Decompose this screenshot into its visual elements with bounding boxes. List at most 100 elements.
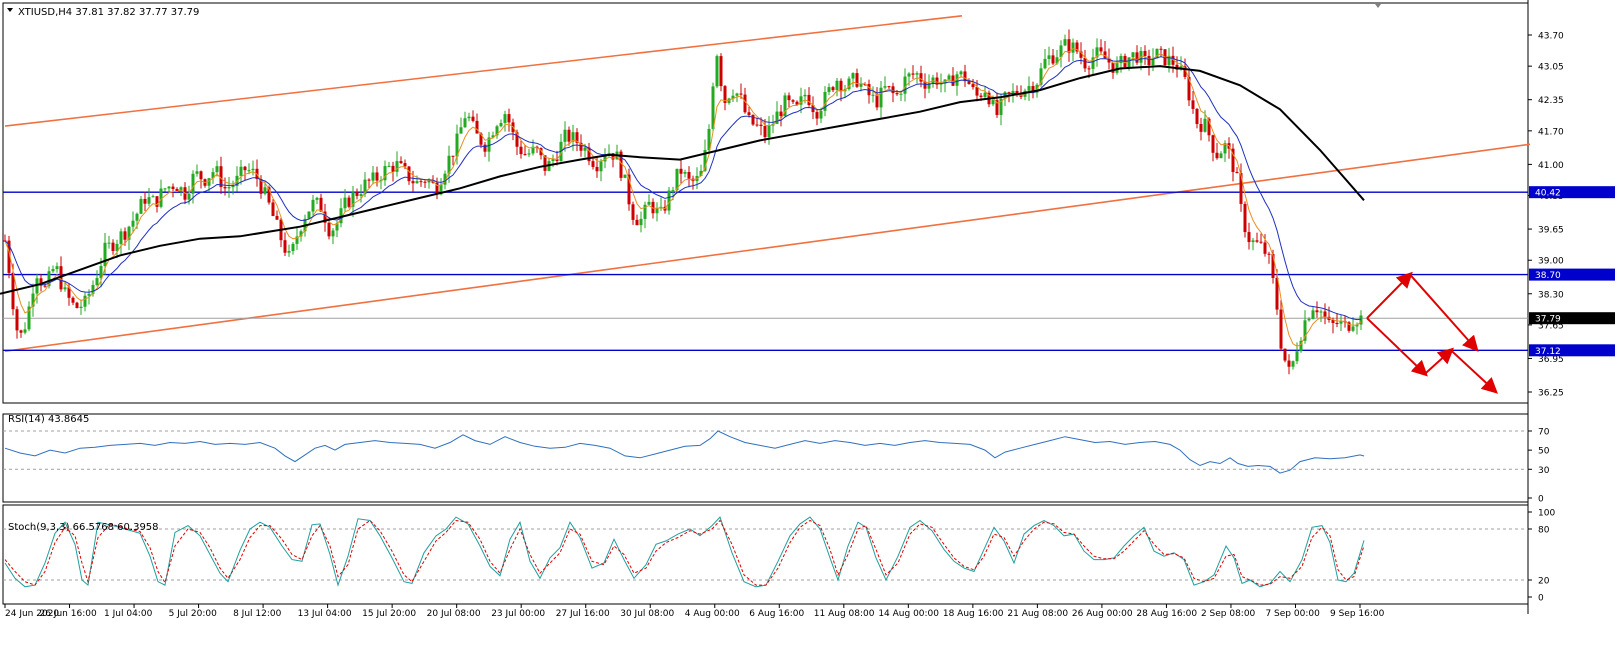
candle-body [1231,148,1235,172]
price-pane [0,15,1531,394]
time-tick-label: 13 Jul 04:00 [298,609,352,619]
candle-body [1031,86,1035,93]
candle-body [711,86,715,129]
candle-body [7,240,11,273]
candle-body [19,330,23,333]
time-tick-label: 6 Aug 16:00 [749,609,804,619]
candle-body [267,187,271,203]
price-tag-1 [1529,268,1615,281]
candle-body [443,173,447,185]
time-tick-label: 11 Aug 08:00 [814,609,875,619]
candle-body [1295,351,1299,362]
candle-body [191,173,195,194]
time-tick-label: 1 Jul 04:00 [104,609,153,619]
candle-body [495,126,499,136]
candle-body [1243,203,1247,233]
candle-body [571,132,575,142]
candle-body [1251,240,1255,243]
candle-body [1039,68,1043,85]
time-tick-label: 15 Jul 20:00 [362,609,416,619]
candle-body [1103,51,1107,59]
candle-body [699,170,703,176]
candle-body [927,83,931,89]
candle-body [795,101,799,105]
candle-body [475,120,479,134]
candle-body [1115,63,1119,73]
candle-body [783,95,787,117]
candle-body [803,94,807,97]
candle-body [583,147,587,151]
candle-body [287,250,291,253]
candle-body [1211,135,1215,153]
candle-body [15,309,19,331]
candle-body [991,100,995,105]
candle-body [427,180,431,183]
candle-body [391,165,395,172]
candle-body [1159,48,1163,50]
candle-body [739,93,743,95]
time-tick-label: 9 Sep 16:00 [1330,609,1385,619]
candle-body [131,220,135,227]
candle-body [539,148,543,156]
candle-body [703,149,707,171]
candle-body [1095,47,1099,58]
candle-body [587,147,591,162]
candle-body [59,266,63,290]
candle-body [315,197,319,200]
price-tag-label-3: 37.12 [1535,347,1561,357]
candle-body [43,285,47,287]
forecast-arrow-2 [1366,317,1428,377]
ma-mid-line [4,56,1362,321]
time-tick-label: 26 Aug 00:00 [1072,609,1133,619]
candle-body [67,287,71,298]
candle-body [727,98,731,103]
candle-body [363,179,367,195]
candle-body [627,174,631,205]
candle-body [1207,118,1211,136]
candle-body [867,84,871,96]
rsi-tick-label: 0 [1538,495,1544,505]
candle-body [1047,55,1051,59]
candle-body [755,124,759,126]
candle-body [271,202,275,216]
candle-body [1055,57,1059,64]
candle-body [751,114,755,125]
candle-body [1203,118,1207,132]
candle-body [1323,311,1327,317]
candle-body [1171,55,1175,65]
candle-body [47,271,51,287]
candle-body [1287,360,1291,367]
candle-body [599,161,603,172]
candle-body [963,71,967,82]
candle-body [159,188,163,207]
candle-body [231,185,235,188]
candle-body [1291,361,1295,367]
time-tick-label: 20 Jul 08:00 [427,609,481,619]
candle-body [1259,241,1263,243]
candle-body [319,197,323,212]
candle-body [403,163,407,167]
rsi-label: RSI(14) 43.8645 [8,414,89,425]
price-tick-label: 42.35 [1538,96,1564,106]
candle-body [1091,57,1095,69]
candle-body [611,153,615,160]
candle-body [791,100,795,102]
price-tick-label: 43.05 [1538,63,1564,73]
candle-body [763,125,767,138]
candle-body [447,155,451,174]
forecast-arrow-4 [1450,349,1498,394]
candle-body [1235,171,1239,174]
candle-body [175,189,179,192]
candle-body [871,94,875,96]
candle-body [1247,232,1251,243]
candle-body [847,78,851,90]
candle-body [143,198,147,204]
candle-body [55,266,59,270]
candle-body [595,166,599,172]
candle-body [1319,311,1323,313]
candle-body [1051,55,1055,64]
candle-body [467,116,471,119]
candle-body [439,184,443,195]
rsi-tick-label: 50 [1538,447,1550,457]
pane-frames [2,0,1529,614]
